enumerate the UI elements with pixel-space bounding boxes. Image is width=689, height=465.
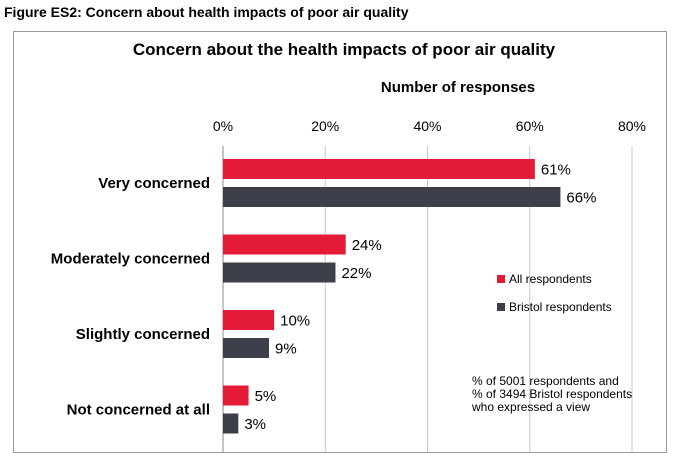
bar-value-labels: 61% 66% 24% 22% 10% 9% 5% 3%: [244, 162, 596, 434]
bar-value-label: 9%: [275, 341, 297, 358]
bar: [223, 338, 270, 358]
bar-value-label: 66%: [566, 190, 596, 207]
bar-chart: Concern about the health impacts of poor…: [51, 40, 646, 452]
category-labels: Very concerned Moderately concerned Slight…: [51, 175, 210, 419]
annotation-line: % of 3494 Bristol respondents: [472, 387, 632, 401]
x-tick-label: 80%: [618, 118, 646, 134]
legend-swatch: [497, 275, 505, 283]
figure-caption: Figure ES2: Concern about health impacts…: [4, 4, 409, 20]
category-label: Moderately concerned: [51, 251, 210, 268]
bar-value-label: 3%: [244, 416, 266, 433]
bar-value-label: 24%: [352, 237, 382, 254]
bar: [223, 385, 249, 406]
legend-label: Bristol respondents: [509, 300, 612, 314]
x-tick-labels: 0% 20% 40% 60% 80%: [213, 118, 646, 134]
x-tick-label: 0%: [213, 118, 233, 134]
bar-value-label: 10%: [280, 313, 310, 330]
category-label: Very concerned: [98, 175, 210, 192]
category-label: Slightly concerned: [76, 326, 210, 343]
legend: All respondents Bristol respondents: [497, 272, 612, 314]
x-tick-label: 40%: [413, 118, 441, 134]
bar: [223, 234, 346, 255]
legend-label: All respondents: [509, 272, 592, 286]
bar: [223, 187, 561, 207]
annotation-line: who expressed a view: [471, 400, 590, 414]
chart-title: Concern about the health impacts of poor…: [133, 40, 556, 59]
bar: [223, 413, 239, 434]
x-axis-label: Number of responses: [381, 79, 535, 96]
bars: [223, 159, 561, 434]
annotation-note: % of 5001 respondents and% of 3494 Brist…: [471, 374, 632, 414]
annotation-line: % of 5001 respondents and: [472, 374, 619, 388]
bar: [223, 262, 336, 283]
bar: [223, 310, 275, 330]
legend-swatch: [497, 303, 505, 311]
x-tick-label: 20%: [311, 118, 339, 134]
bar-value-label: 22%: [341, 265, 371, 282]
bar-value-label: 5%: [255, 388, 277, 405]
bar: [223, 159, 535, 179]
bar-value-label: 61%: [541, 162, 571, 179]
category-label: Not concerned at all: [67, 402, 210, 419]
x-tick-label: 60%: [516, 118, 544, 134]
chart-frame: Concern about the health impacts of poor…: [13, 31, 667, 453]
